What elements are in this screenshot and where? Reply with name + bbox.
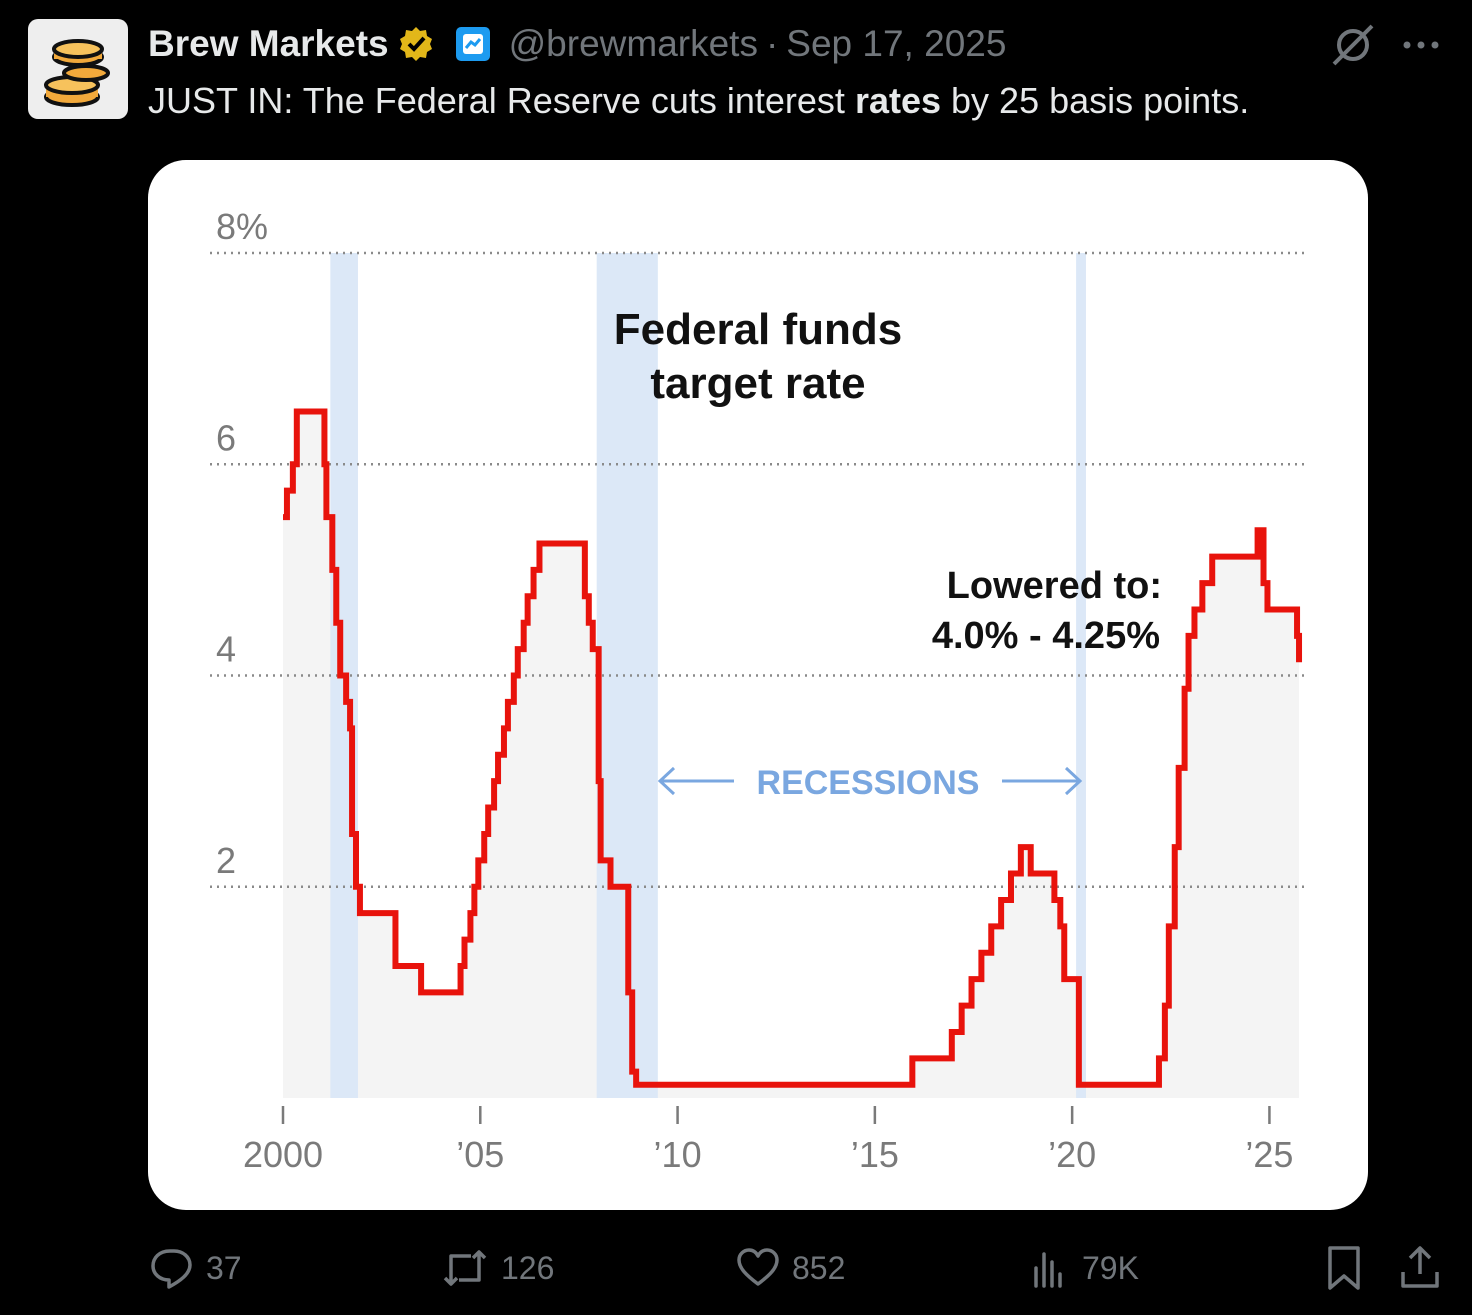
retweet-button[interactable]: 126 [441,1240,554,1296]
coin-stack-icon [44,39,110,107]
x-tick-label: ’15 [851,1134,899,1175]
x-tick-label: ’25 [1245,1134,1293,1175]
left-arrow-icon [657,766,734,796]
affiliate-badge-icon[interactable] [455,26,491,62]
more-icon[interactable] [1400,30,1442,60]
verified-badge-icon[interactable] [397,25,435,63]
author-handle[interactable]: @brewmarkets [508,23,758,64]
post-text-end: by 25 basis points. [941,80,1250,121]
post-text-start: JUST IN: The Federal Reserve cuts intere… [148,80,855,121]
heart-icon [737,1248,779,1286]
retweet-count: 126 [501,1249,555,1286]
y-tick-label: 8% [216,206,268,247]
bookmark-icon [1328,1246,1360,1290]
separator: · [765,23,779,64]
series-line [283,408,1303,1088]
y-tick-label: 2 [216,840,236,881]
media-image[interactable]: 2 4 6 8% 2000 ’05 ’10 ’15 ’20 ’25 Federal funds tar… [148,160,1368,1210]
like-button[interactable]: 852 [736,1240,845,1296]
post-text: JUST IN: The Federal Reserve cuts intere… [148,80,1249,122]
recessions-label: RECESSIONS [757,764,980,802]
chart-title-line-1: Federal funds [614,305,903,354]
share-icon [1401,1246,1439,1288]
grok-icon[interactable] [1330,22,1376,68]
area-fill [283,411,1300,1098]
views-count: 79K [1082,1249,1139,1286]
right-arrow-icon [1002,766,1083,796]
reply-count: 37 [206,1249,242,1286]
annotation-line-1: Lowered to: [947,565,1162,607]
like-count: 852 [792,1249,846,1286]
views-button[interactable]: 79K [1030,1240,1139,1296]
annotation-line-2: 4.0% - 4.25% [932,615,1160,657]
share-button[interactable] [1398,1240,1442,1296]
x-tick-label: ’10 [654,1134,702,1175]
y-tick-label: 6 [216,417,236,458]
action-bar: 37 126 852 79K [0,1240,1472,1300]
x-tick-label: ’20 [1048,1134,1096,1175]
x-tick-label: ’05 [456,1134,504,1175]
recession-band [1076,253,1086,1098]
bookmark-button[interactable] [1322,1240,1366,1296]
fed-funds-chart: 2 4 6 8% 2000 ’05 ’10 ’15 ’20 ’25 Federal funds tar… [210,206,1308,1175]
retweet-icon [443,1250,487,1286]
y-tick-label: 4 [216,629,236,670]
post-text-bold: rates [854,80,942,121]
avatar[interactable] [28,19,128,119]
x-tick-label: 2000 [243,1134,323,1175]
author-name[interactable]: Brew Markets [148,23,389,64]
reply-button[interactable]: 37 [150,1240,242,1296]
post-date[interactable]: Sep 17, 2025 [786,23,1007,64]
chart-title-line-2: target rate [650,359,865,408]
views-icon [1034,1252,1062,1288]
post-header: Brew Markets @brewmarkets · Sep 17, 2025 [148,22,1006,66]
reply-icon [151,1249,192,1289]
